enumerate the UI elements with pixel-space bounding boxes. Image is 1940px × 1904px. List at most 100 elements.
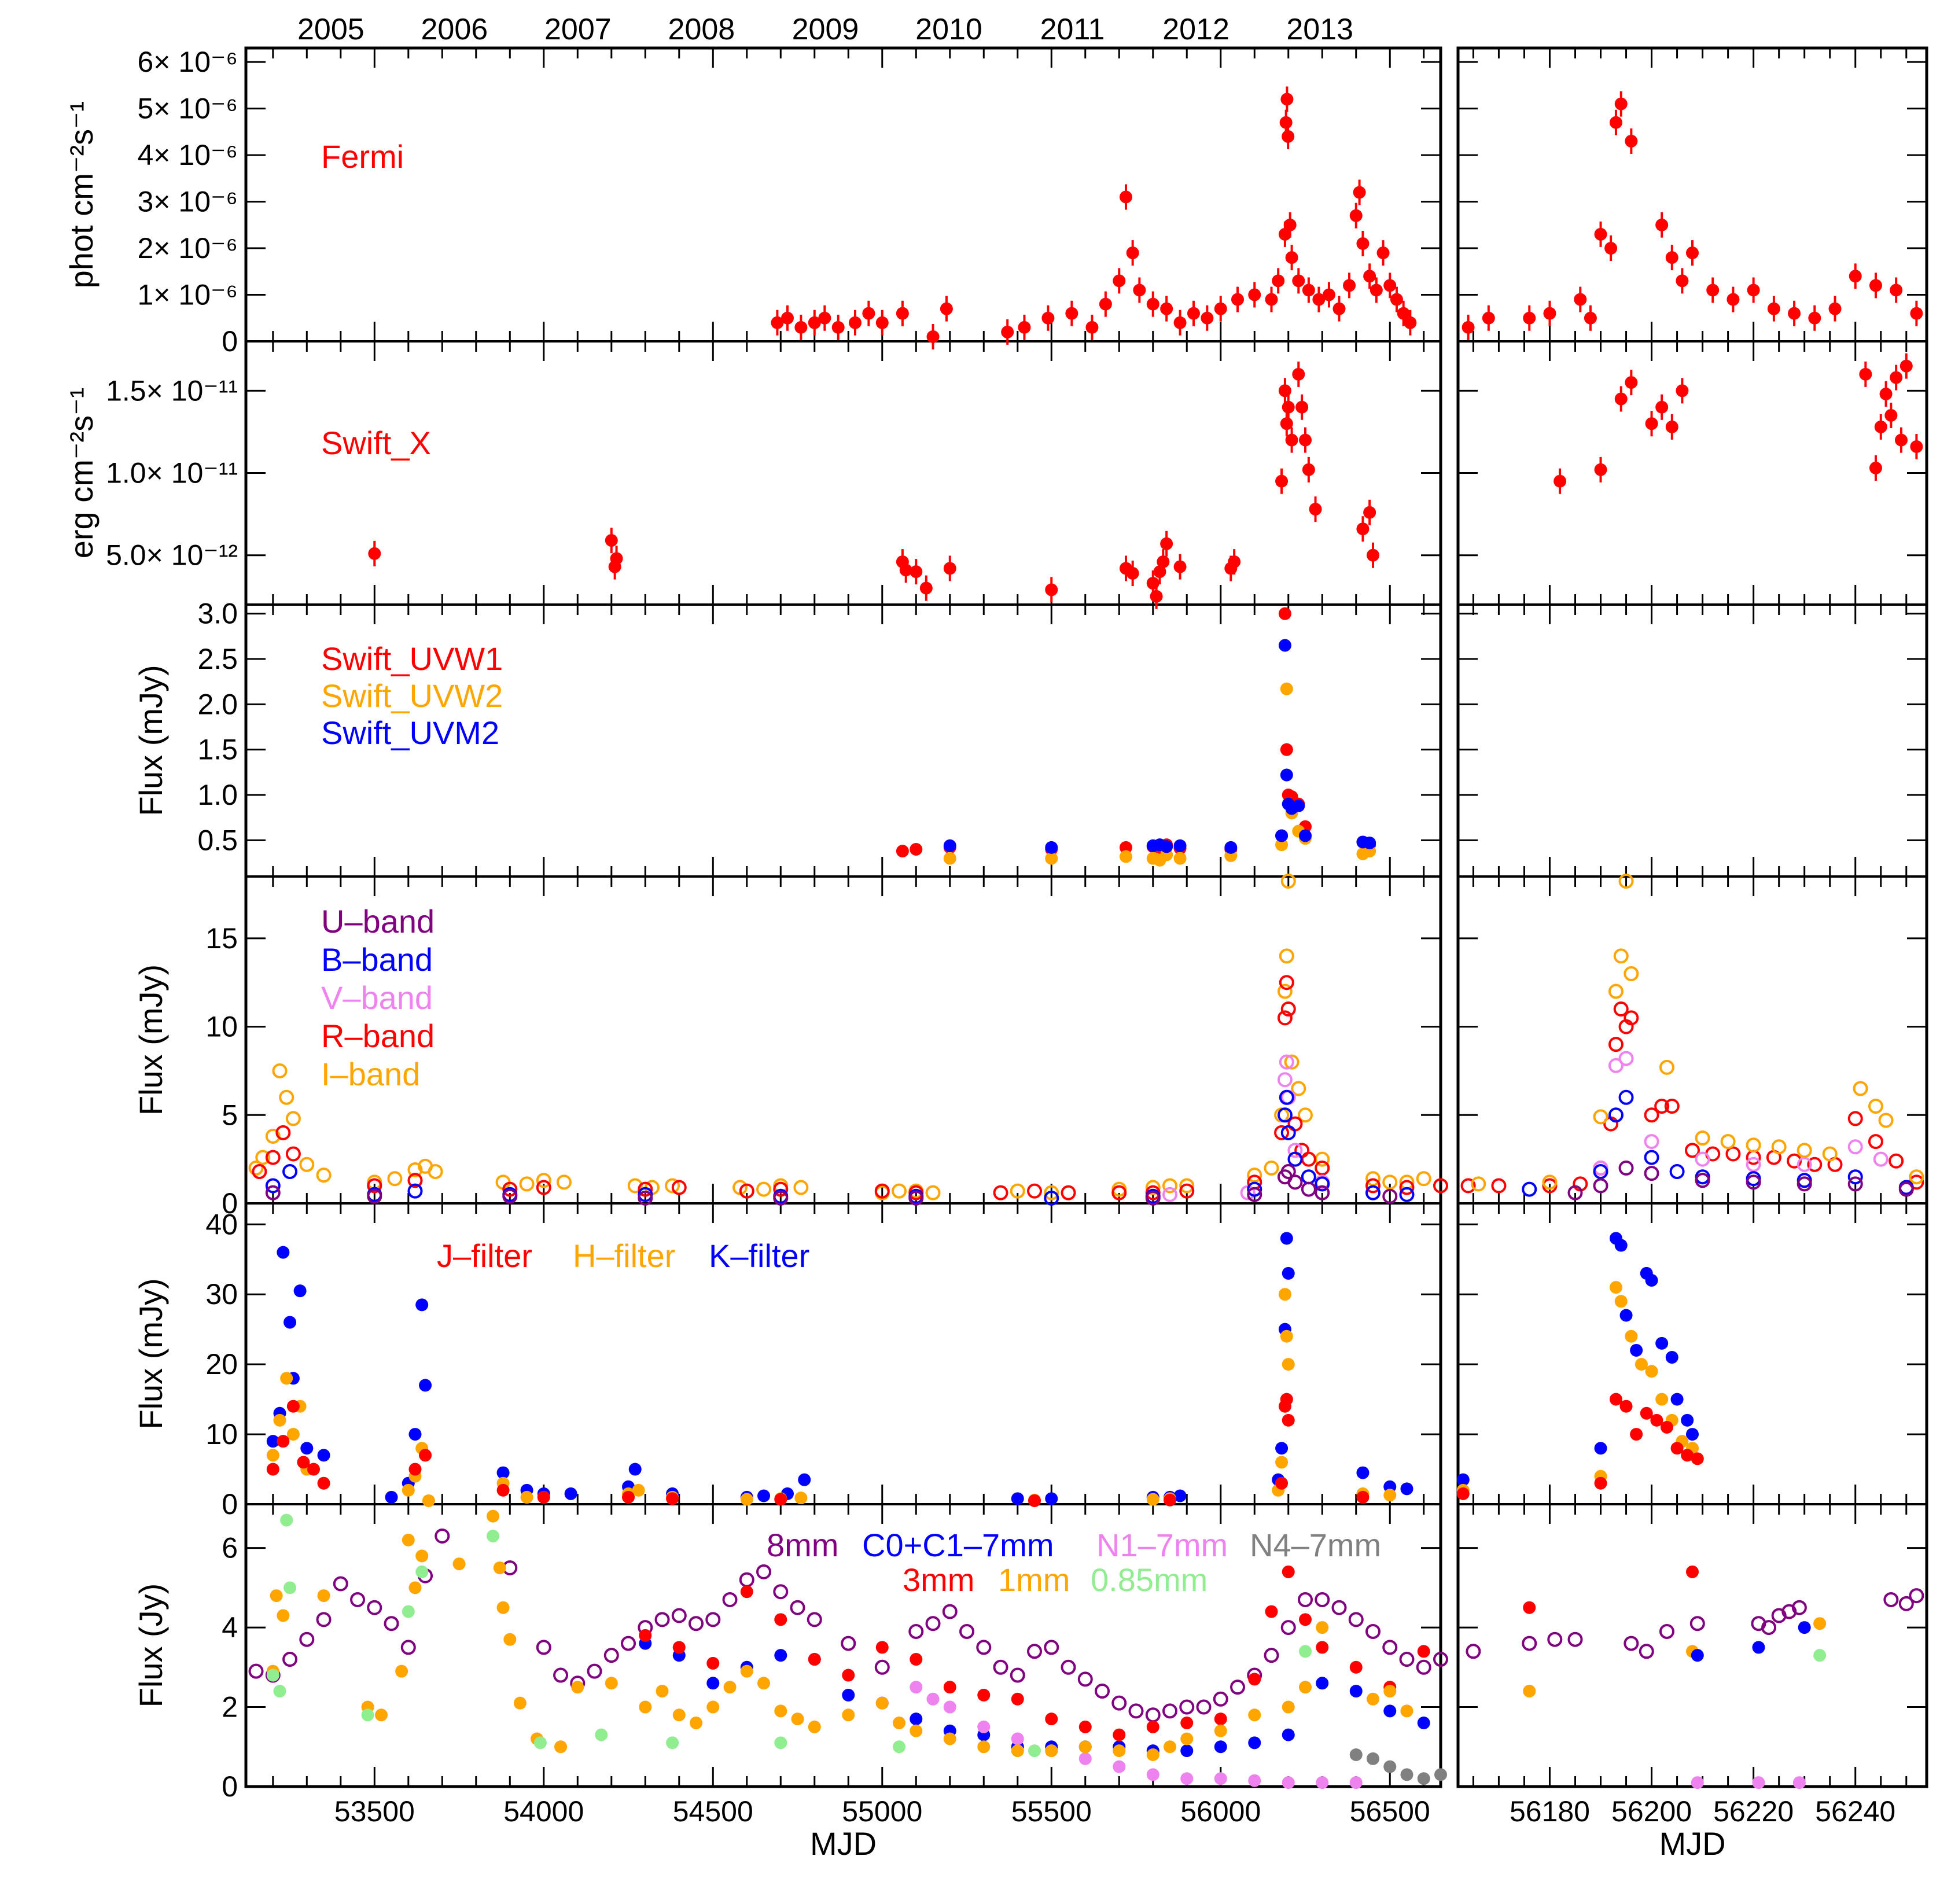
data-point: [1078, 1752, 1092, 1765]
x-tick-label: 54000: [503, 1795, 584, 1828]
data-point: [282, 1652, 298, 1667]
data-point: [1618, 1089, 1634, 1105]
data-point: [1312, 293, 1326, 306]
data-point: [1077, 1671, 1093, 1687]
data-point: [571, 1681, 584, 1694]
data-point: [1278, 384, 1291, 397]
data-point: [367, 1188, 382, 1204]
data-point: [791, 1713, 804, 1726]
data-point: [1331, 1600, 1347, 1615]
data-point: [1099, 297, 1112, 311]
x-axis-title: MJD: [810, 1825, 877, 1862]
data-point: [428, 1164, 443, 1180]
data-point: [1613, 1001, 1629, 1017]
data-point: [402, 1533, 415, 1546]
data-point: [266, 1463, 279, 1476]
data-point: [1113, 274, 1126, 288]
data-point: [284, 1316, 297, 1329]
data-point: [1018, 321, 1031, 334]
data-point: [1162, 1187, 1178, 1202]
data-point: [622, 1490, 635, 1504]
data-point: [1613, 948, 1629, 964]
legend-entry: Swift_UVW1: [321, 640, 503, 677]
data-point: [368, 547, 381, 560]
data-point: [1761, 1620, 1777, 1636]
data-point: [1173, 852, 1187, 865]
data-point: [277, 1435, 290, 1448]
data-point: [407, 1183, 423, 1199]
data-point: [1890, 283, 1903, 297]
data-point: [723, 1681, 737, 1694]
data-point: [1382, 1174, 1398, 1190]
data-point: [1416, 1171, 1431, 1187]
legend-entry: R–band: [321, 1018, 435, 1054]
data-point: [1593, 1109, 1608, 1125]
data-point: [536, 1173, 551, 1188]
data-point: [893, 1717, 906, 1730]
data-point: [808, 1720, 821, 1733]
data-point: [1164, 1493, 1177, 1507]
data-point: [536, 1180, 551, 1195]
year-label: 2008: [668, 13, 735, 46]
data-point: [1011, 1692, 1024, 1706]
data-point: [1462, 321, 1475, 334]
data-point: [1173, 1489, 1187, 1502]
data-point: [628, 1463, 642, 1476]
data-point: [277, 1609, 290, 1622]
data-point: [1279, 948, 1294, 964]
data-point: [270, 1589, 283, 1603]
y-tick-label: 2× 10⁻⁶: [138, 232, 238, 264]
data-point: [1625, 376, 1638, 389]
data-point: [537, 1490, 550, 1504]
data-point: [632, 1483, 645, 1497]
data-point: [1523, 311, 1536, 325]
y-axis-title: erg cm⁻²s⁻¹: [63, 388, 100, 559]
data-point: [1670, 1442, 1684, 1455]
data-point: [520, 1490, 533, 1504]
y-tick-label: 4: [222, 1611, 238, 1644]
data-point: [1822, 1146, 1838, 1162]
data-point: [1618, 874, 1634, 889]
data-point: [1746, 1157, 1761, 1172]
data-point: [1399, 1180, 1415, 1195]
data-point: [1363, 837, 1376, 850]
data-point: [1689, 1616, 1705, 1632]
data-point: [1275, 838, 1289, 852]
x-tick-label: 56000: [1180, 1795, 1261, 1828]
data-point: [1645, 417, 1658, 430]
data-point: [1349, 1685, 1363, 1698]
y-tick-label: 1× 10⁻⁶: [138, 279, 238, 311]
data-point: [556, 1174, 572, 1190]
y-tick-label: 1.0: [197, 779, 238, 811]
data-point: [1660, 1420, 1673, 1434]
legend-entry: Swift_UVW2: [321, 677, 503, 714]
data-point: [940, 302, 953, 315]
data-point: [739, 1572, 754, 1588]
data-point: [993, 1185, 1008, 1200]
data-point: [1669, 1164, 1685, 1180]
data-point: [1898, 1596, 1914, 1611]
data-point: [265, 1150, 281, 1165]
data-point: [1010, 1667, 1025, 1683]
data-point: [654, 1612, 670, 1627]
data-point: [757, 1677, 771, 1690]
data-point: [757, 1489, 771, 1502]
data-point: [1279, 1054, 1294, 1070]
data-point: [1910, 307, 1923, 320]
data-point: [639, 1629, 652, 1642]
data-point: [419, 1379, 432, 1392]
year-label: 2013: [1286, 13, 1353, 46]
y-tick-label: 15: [205, 922, 238, 955]
data-point: [1282, 1776, 1295, 1789]
data-point: [1213, 1691, 1228, 1707]
data-point: [280, 1372, 293, 1385]
year-label: 2007: [544, 13, 612, 46]
data-point: [275, 1125, 291, 1140]
data-point: [496, 1483, 510, 1497]
data-point: [1045, 1744, 1058, 1758]
data-point: [395, 1664, 408, 1678]
data-point: [706, 1700, 720, 1714]
data-point: [1853, 1081, 1868, 1096]
data-point: [595, 1728, 608, 1741]
data-point: [1898, 1181, 1914, 1197]
